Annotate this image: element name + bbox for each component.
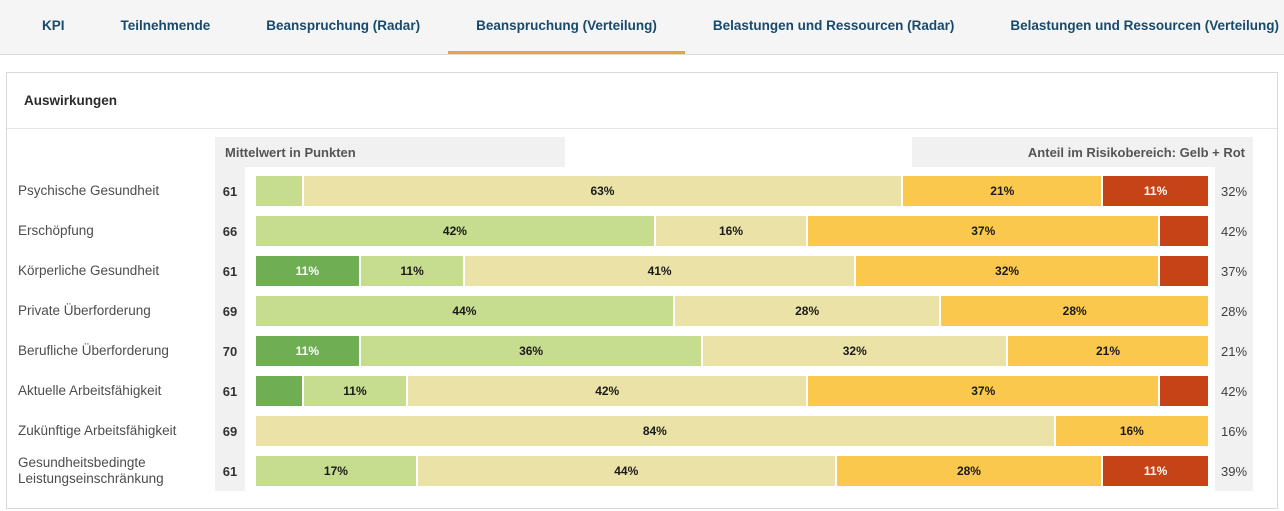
risk-column-header: Anteil im Risikobereich: Gelb + Rot xyxy=(912,137,1253,167)
bar-segment-orange: 37% xyxy=(808,216,1161,246)
bar-segment-red: 11% xyxy=(1103,176,1208,206)
row-risk-share: 42% xyxy=(1220,383,1248,399)
bar-segment-lightgreen: 11% xyxy=(303,376,409,406)
row-label: Körperliche Gesundheit xyxy=(18,263,160,278)
tab-2[interactable]: Beanspruchung (Radar) xyxy=(266,18,421,33)
row-label: Zukünftige Arbeitsfähigkeit xyxy=(18,423,177,438)
card-title: Auswirkungen xyxy=(24,93,118,108)
row-label: Berufliche Überforderung xyxy=(18,343,169,358)
bar-segment-red xyxy=(1160,216,1208,246)
row-mean-value: 69 xyxy=(222,303,238,319)
bar-segment-orange: 21% xyxy=(903,176,1104,206)
tab-bar: KPI Teilnehmende Beanspruchung (Radar) Bean… xyxy=(0,0,1284,55)
tab-1[interactable]: Teilnehmende xyxy=(120,18,211,33)
bar-segment-tan: 84% xyxy=(256,416,1056,446)
bar-segment-lightgreen: 36% xyxy=(360,336,704,366)
stacked-bar: 11% 11% 41% 32% xyxy=(256,256,1208,286)
row-risk-share: 28% xyxy=(1220,303,1248,319)
row-mean-value: 66 xyxy=(222,223,238,239)
bar-segment-lightgreen: 44% xyxy=(256,296,675,326)
bar-segment-tan: 16% xyxy=(655,216,809,246)
bar-segment-tan: 28% xyxy=(674,296,942,326)
stacked-bar: 11% 36% 32% 21% xyxy=(256,336,1208,366)
tab-0[interactable]: KPI xyxy=(42,18,65,33)
stacked-bar: 11% 42% 37% xyxy=(256,376,1208,406)
stacked-bar: 42% 16% 37% xyxy=(256,216,1208,246)
tab-3[interactable]: Beanspruchung (Verteilung) xyxy=(448,0,685,54)
bar-segment-orange: 21% xyxy=(1008,336,1208,366)
tab-4[interactable]: Belastungen und Ressourcen (Radar) xyxy=(712,18,955,33)
row-risk-share: 42% xyxy=(1220,223,1248,239)
bar-segment-tan: 41% xyxy=(465,256,856,286)
bar-segment-lightgreen xyxy=(256,176,304,206)
bar-segment-orange: 28% xyxy=(941,296,1208,326)
mean-column-header: Mittelwert in Punkten xyxy=(215,137,565,167)
bar-segment-lightgreen: 11% xyxy=(360,256,466,286)
bar-segment-orange: 32% xyxy=(855,256,1161,286)
tab-5[interactable]: Belastungen und Ressourcen (Verteilung) xyxy=(1010,18,1279,33)
bar-segment-red xyxy=(1160,376,1208,406)
bar-segment-tan: 44% xyxy=(417,456,837,486)
card-header: Auswirkungen xyxy=(7,73,1277,129)
row-mean-value: 61 xyxy=(222,183,238,199)
row-label: Private Überforderung xyxy=(18,303,151,318)
row-label: Gesundheitsbedingte Leistungseinschränkun… xyxy=(18,455,164,486)
stacked-bar: 84% 16% xyxy=(256,416,1208,446)
auswirkungen-card: Auswirkungen Mittelwert in Punkten Antei… xyxy=(6,72,1278,509)
bar-segment-red: 11% xyxy=(1103,456,1208,486)
bar-segment-darkgreen xyxy=(256,376,304,406)
bar-segment-lightgreen: 17% xyxy=(256,456,418,486)
bar-segment-tan: 42% xyxy=(408,376,809,406)
row-label: Aktuelle Arbeitsfähigkeit xyxy=(18,383,162,398)
row-risk-share: 16% xyxy=(1220,423,1248,439)
row-risk-share: 21% xyxy=(1220,343,1248,359)
bar-segment-lightgreen: 42% xyxy=(256,216,656,246)
row-risk-share: 32% xyxy=(1220,183,1248,199)
row-mean-value: 61 xyxy=(222,463,238,479)
stacked-bar: 44% 28% 28% xyxy=(256,296,1208,326)
row-mean-value: 69 xyxy=(222,423,238,439)
distribution-chart: Mittelwert in Punkten Anteil im Risikobe… xyxy=(7,129,1277,507)
row-risk-share: 37% xyxy=(1220,263,1248,279)
bar-segment-orange: 28% xyxy=(836,456,1104,486)
bar-segment-darkgreen: 11% xyxy=(256,256,361,286)
bar-segment-orange: 37% xyxy=(808,376,1161,406)
bar-segment-darkgreen: 11% xyxy=(256,336,361,366)
row-label: Erschöpfung xyxy=(18,223,94,238)
bar-segment-tan: 63% xyxy=(303,176,904,206)
risk-column-background xyxy=(1215,137,1253,491)
bar-segment-orange: 16% xyxy=(1055,416,1208,446)
stacked-bar: 17% 44% 28% 11% xyxy=(256,456,1208,486)
row-risk-share: 39% xyxy=(1220,463,1248,479)
bar-segment-red xyxy=(1160,256,1208,286)
row-label: Psychische Gesundheit xyxy=(18,183,160,198)
row-mean-value: 61 xyxy=(222,383,238,399)
bar-segment-tan: 32% xyxy=(703,336,1009,366)
stacked-bar: 63% 21% 11% xyxy=(256,176,1208,206)
row-mean-value: 70 xyxy=(222,343,238,359)
row-mean-value: 61 xyxy=(222,263,238,279)
mean-column-background xyxy=(215,137,245,491)
